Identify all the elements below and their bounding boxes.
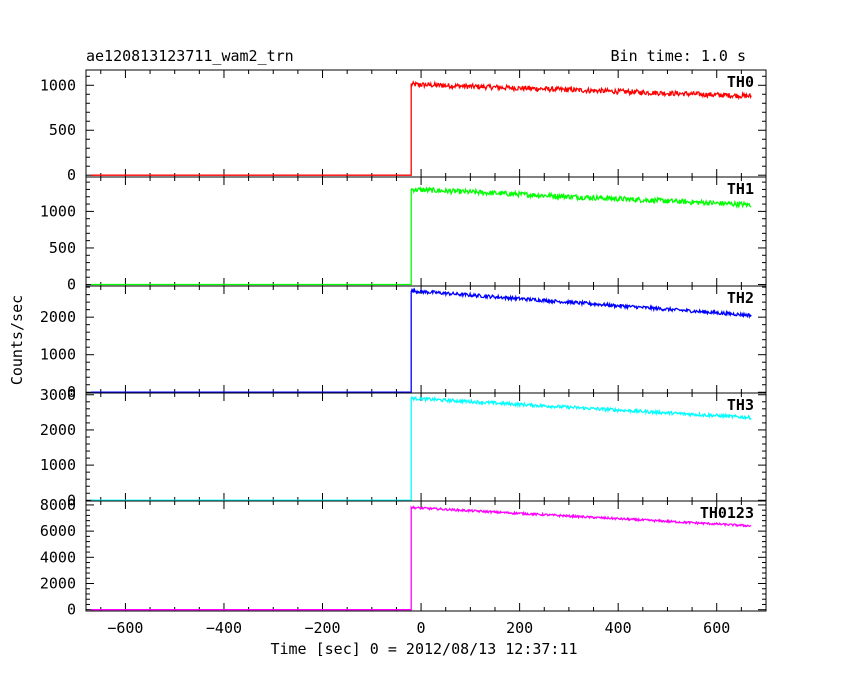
y-tick-label: 2000 — [40, 421, 76, 439]
panel-label: TH0123 — [700, 504, 754, 522]
y-tick-label: 1000 — [40, 202, 76, 220]
series-line-th0 — [90, 80, 752, 176]
y-tick-label: 0 — [67, 383, 76, 401]
series-line-th3 — [90, 395, 752, 501]
y-tick-label: 4000 — [40, 548, 76, 566]
panel-frame — [85, 285, 767, 394]
series-line-th2 — [90, 287, 752, 393]
panel-label: TH1 — [727, 180, 754, 198]
y-tick-label: 3000 — [40, 386, 76, 404]
panel-label: TH2 — [727, 289, 754, 307]
panel-th1: 0 500 1000 TH1 — [40, 176, 767, 294]
x-tick-label: 600 — [703, 619, 730, 637]
x-tick-label: 400 — [605, 619, 632, 637]
x-tick-label: 0 — [417, 619, 426, 637]
y-tick-label: 500 — [49, 239, 76, 257]
panel-frame — [85, 500, 767, 612]
y-tick-label: 8000 — [40, 496, 76, 514]
y-tick-label: 0 — [67, 601, 76, 619]
panel-th2: 0 1000 2000 TH2 — [40, 285, 767, 401]
panel-frame — [85, 176, 767, 287]
y-tick-label: 0 — [67, 276, 76, 294]
x-axis-label: Time [sec] 0 = 2012/08/13 12:37:11 — [270, 640, 577, 658]
y-tick-label: 2000 — [40, 575, 76, 593]
y-tick-label: 6000 — [40, 522, 76, 540]
y-tick-label: 1000 — [40, 346, 76, 364]
series-line-th1 — [90, 186, 752, 286]
y-tick-label: 0 — [67, 166, 76, 184]
panel-frame — [85, 392, 767, 502]
panel-th0123: 0 2000 4000 6000 8000 TH0123 −600 −400 −200 0 200 4… — [40, 496, 767, 637]
y-axis-label: Counts/sec — [8, 295, 26, 385]
x-tick-label: 200 — [506, 619, 533, 637]
bin-time-label: Bin time: 1.0 s — [611, 47, 746, 65]
x-tick-label: −200 — [304, 619, 340, 637]
x-tick-label: −600 — [107, 619, 143, 637]
panel-th3: 0 1000 2000 3000 TH3 — [40, 386, 767, 509]
panel-th0: 0 500 1000 TH0 — [40, 69, 767, 184]
plot-title: ae120813123711_wam2_trn — [86, 47, 294, 65]
y-tick-label: 1000 — [40, 76, 76, 94]
y-tick-label: 0 — [67, 491, 76, 509]
series-line-th0123 — [90, 505, 752, 611]
y-tick-label: 500 — [49, 121, 76, 139]
panel-label: TH0 — [727, 73, 754, 91]
panel-label: TH3 — [727, 396, 754, 414]
y-tick-label: 1000 — [40, 456, 76, 474]
x-tick-label: −400 — [206, 619, 242, 637]
y-tick-label: 2000 — [40, 308, 76, 326]
